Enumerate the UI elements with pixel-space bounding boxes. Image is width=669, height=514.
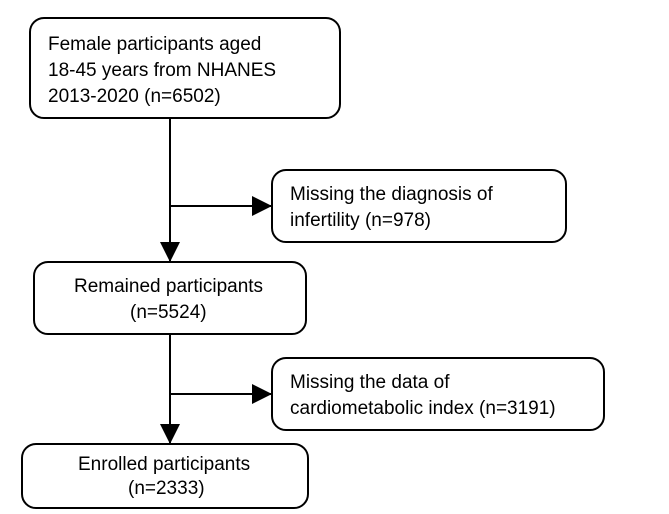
flow-node-exclude1: Missing the diagnosis of infertility (n=9… [272,170,566,242]
flow-node-start: Female participants aged 18-45 years from… [30,18,340,118]
flow-nodes: Female participants aged 18-45 years from… [22,18,604,508]
flow-node-text: (n=2333) [128,478,205,499]
flow-node-exclude2: Missing the data of cardiometabolic index… [272,358,604,430]
flow-node-text: Remained participants [74,276,263,297]
flow-node-text: (n=5524) [130,302,207,323]
flow-node-text: cardiometabolic index (n=3191) [290,398,556,419]
flow-node-box [272,170,566,242]
flow-node-text: Missing the diagnosis of [290,184,493,205]
flow-node-remained: Remained participants (n=5524) [34,262,306,334]
flow-node-text: 2013-2020 (n=6502) [48,86,221,107]
flow-node-text: Missing the data of [290,372,450,393]
flowchart-canvas: Female participants aged 18-45 years from… [0,0,669,514]
flow-node-enrolled: Enrolled participants (n=2333) [22,444,308,508]
flow-node-box [272,358,604,430]
flow-node-text: infertility (n=978) [290,210,431,231]
flow-node-text: Female participants aged [48,34,261,55]
flow-node-text: Enrolled participants [78,454,250,475]
flow-node-text: 18-45 years from NHANES [48,60,276,81]
flow-node-box [34,262,306,334]
